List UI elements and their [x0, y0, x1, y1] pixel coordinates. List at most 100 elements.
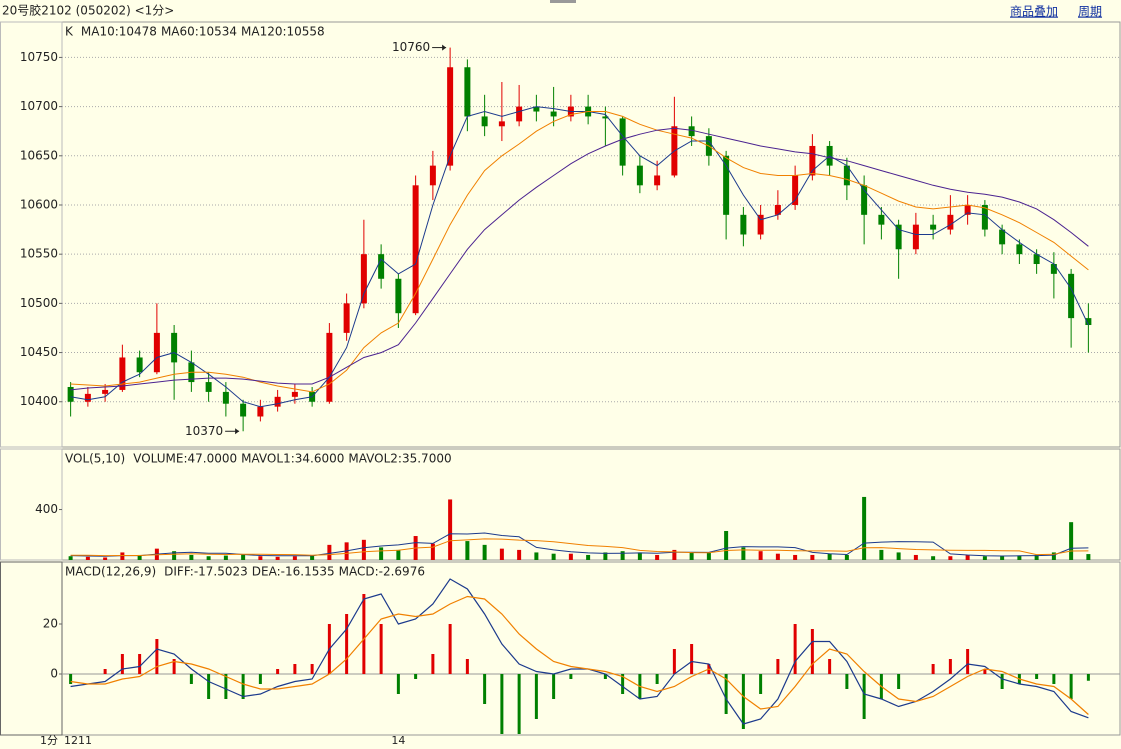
y-tick-label: 10600 [20, 197, 58, 211]
volume-bar [862, 496, 867, 560]
candle-body [136, 357, 143, 373]
macd-bar [1069, 674, 1073, 699]
volume-bar [189, 554, 194, 560]
macd-bar [724, 674, 728, 714]
volume-bar [292, 556, 297, 560]
candle-body [516, 106, 523, 122]
candle-body [912, 224, 919, 250]
volume-bar [603, 552, 608, 560]
macd-bar [810, 629, 814, 674]
y-tick-label: 10650 [20, 148, 58, 162]
axis-frame [0, 561, 63, 736]
line [70, 127, 1089, 391]
axis-frame [0, 21, 63, 448]
legend-entry: DIFF:-17.5023 [164, 565, 248, 579]
volume-bar [1051, 552, 1056, 560]
macd-bar [897, 674, 901, 689]
header-title: 20号胶2102 (050202) <1分> [2, 3, 174, 18]
candle-body [412, 185, 419, 314]
overlay-link[interactable]: 商品叠加 [1010, 4, 1058, 19]
volume-bar [465, 541, 470, 560]
line [70, 538, 1089, 557]
macd-bar [603, 674, 607, 679]
candle-body [1068, 273, 1075, 319]
legend-entry: MA60:10534 [161, 25, 237, 39]
candle-body [740, 214, 747, 235]
candle-body [222, 391, 229, 404]
volume-bar [775, 553, 780, 560]
candle-body [498, 121, 505, 127]
candle-body [688, 126, 695, 137]
macd-bar [241, 674, 245, 699]
legend-entry: MAVOL2:35.7000 [348, 452, 451, 466]
volume-bar [879, 549, 884, 560]
macd-bar [672, 649, 676, 674]
x-axis-label: 1分 [40, 734, 58, 747]
panel-title: K [65, 25, 74, 39]
volume-bar [689, 552, 694, 560]
volume-bar [672, 549, 677, 560]
candle-body [930, 224, 937, 230]
macd-bar [69, 674, 73, 684]
candle-body [84, 393, 91, 402]
y-tick-label: 10500 [20, 296, 58, 310]
volume-bar [172, 551, 177, 560]
candle-body [67, 386, 74, 402]
macd-bar [948, 659, 952, 674]
candle-body [878, 214, 885, 225]
candle-body [447, 67, 454, 166]
top-tab [550, 0, 576, 3]
y-tick-label: 10400 [20, 394, 58, 408]
volume-bar [310, 555, 315, 560]
volume-bar [586, 554, 591, 560]
volume-bar [551, 553, 556, 560]
volume-bar [620, 551, 625, 560]
candle-body [999, 229, 1006, 245]
macd-bar [1000, 674, 1004, 689]
volume-bar [103, 557, 108, 560]
volume-bar [637, 552, 642, 560]
macd-bar [155, 639, 159, 674]
legend-entry: MA120:10558 [241, 25, 325, 39]
macd-bar [517, 674, 521, 734]
annotation-arrowhead [235, 428, 240, 435]
macd-bar [207, 674, 211, 699]
macd-bar [483, 674, 487, 704]
candle-body [1050, 264, 1057, 274]
volume-bar [741, 547, 746, 560]
volume-bar [724, 530, 729, 560]
macd-bar [569, 674, 573, 679]
candle-body [257, 406, 264, 417]
axis-frame [0, 448, 63, 561]
volume-bar [534, 552, 539, 560]
volume-bar [913, 554, 918, 560]
macd-bar [345, 614, 349, 674]
volume-bar [1086, 554, 1091, 560]
candle-body [1085, 318, 1092, 326]
candle-body [792, 175, 799, 205]
candle-body [395, 278, 402, 314]
macd-bar [690, 644, 694, 674]
period-link[interactable]: 周期 [1078, 5, 1102, 19]
volume-bar [655, 554, 660, 560]
candle-body [378, 254, 385, 279]
volume-bar [120, 552, 125, 560]
candle-body [636, 165, 643, 186]
candle-body [550, 111, 557, 117]
candle-body [861, 185, 868, 215]
volume-bar [706, 552, 711, 560]
candle-body [481, 116, 488, 127]
candle-body [360, 254, 367, 304]
y-tick-label: 10450 [20, 345, 58, 359]
macd-bar [138, 654, 142, 674]
volume-bar [793, 554, 798, 560]
macd-bar [396, 674, 400, 694]
candle-body [119, 357, 126, 390]
volume-bar [517, 549, 522, 560]
legend-entry: VOLUME:47.0000 [133, 452, 237, 466]
volume-bar [844, 554, 849, 560]
candle-body [464, 67, 471, 117]
volume-bar [68, 556, 73, 560]
